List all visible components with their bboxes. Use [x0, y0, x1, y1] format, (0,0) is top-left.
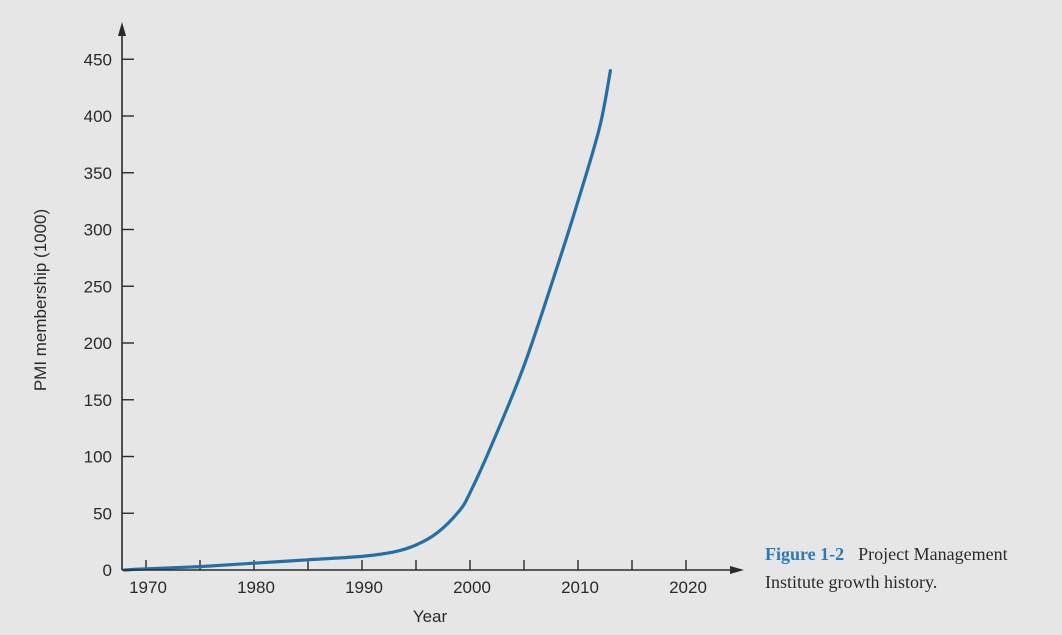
series-line [122, 69, 612, 572]
figure-caption: Figure 1-2 Project Management Institute g… [765, 540, 1055, 596]
x-tick-label: 2000 [453, 578, 491, 597]
x-axis-ticks: 1970 1980 1990 2000 2010 2020 [129, 560, 707, 597]
y-axis-arrow [118, 22, 126, 36]
x-tick-label: 1990 [345, 578, 383, 597]
figure-caption-text: Project Management Institute growth hist… [765, 544, 1008, 592]
y-tick-label: 150 [84, 391, 112, 410]
y-tick-label: 100 [84, 448, 112, 467]
figure-caption-label: Figure 1-2 [765, 544, 845, 564]
x-tick-label: 1970 [129, 578, 167, 597]
y-axis-title: PMI membership (1000) [31, 209, 50, 391]
y-tick-label: 400 [84, 107, 112, 126]
series-layer [122, 69, 612, 572]
y-tick-label: 200 [84, 334, 112, 353]
y-tick-label: 450 [84, 50, 112, 69]
x-axis-title: Year [413, 607, 448, 626]
x-axis-arrow [730, 566, 744, 574]
x-tick-label: 2020 [669, 578, 707, 597]
x-tick-label: 2010 [561, 578, 599, 597]
y-tick-label: 300 [84, 221, 112, 240]
x-tick-label: 1980 [237, 578, 275, 597]
y-tick-label: 50 [93, 504, 112, 523]
y-axis-ticks: 0 50 100 150 200 250 300 350 400 450 [84, 50, 134, 580]
y-tick-label: 0 [103, 561, 112, 580]
y-tick-label: 250 [84, 277, 112, 296]
y-tick-label: 350 [84, 164, 112, 183]
